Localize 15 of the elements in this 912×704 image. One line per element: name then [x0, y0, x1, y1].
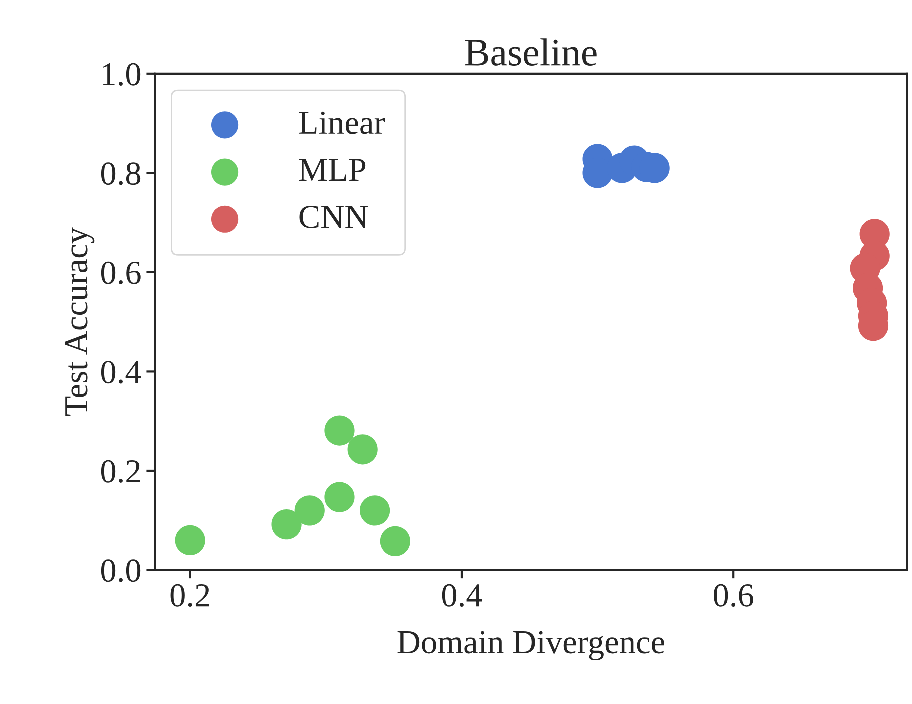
- y-axis-title: Test Accuracy: [65, 228, 95, 416]
- x-tick-label: 0.6: [714, 584, 754, 608]
- y-tick-label: 0.0: [101, 560, 141, 582]
- chart-title: Baseline: [465, 38, 597, 66]
- x-axis-title: Domain Divergence: [398, 631, 664, 661]
- y-tick-label: 1.0: [103, 63, 141, 86]
- y-tick-label: 0.4: [101, 361, 142, 384]
- legend-label: CNN: [300, 206, 368, 228]
- legend-label: Linear: [299, 112, 386, 134]
- y-tick-label: 0.6: [101, 262, 141, 284]
- legend-label: MLP: [299, 159, 366, 182]
- x-tick-label: 0.2: [170, 584, 210, 608]
- y-tick-label: 0.2: [101, 460, 140, 484]
- x-tick-label: 0.4: [442, 584, 482, 608]
- y-tick-label: 0.8: [101, 162, 141, 186]
